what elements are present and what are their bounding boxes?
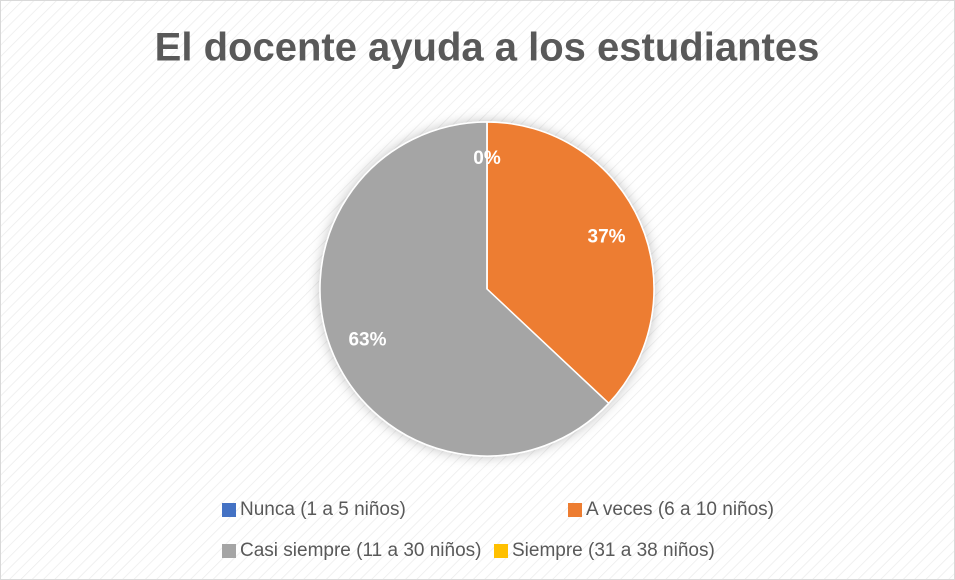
pie-slice bbox=[319, 121, 610, 457]
legend-swatch bbox=[494, 544, 508, 558]
legend-swatch bbox=[568, 503, 582, 517]
legend-swatch bbox=[222, 503, 236, 517]
legend-label: Casi siempre (11 a 30 niños) bbox=[240, 540, 481, 561]
legend-swatch bbox=[222, 544, 236, 558]
legend-label: Siempre (31 a 38 niños) bbox=[512, 540, 715, 561]
pie-slice bbox=[486, 121, 655, 405]
data-label: 37% bbox=[588, 226, 626, 247]
data-label: 63% bbox=[348, 330, 386, 351]
legend-label: A veces (6 a 10 niños) bbox=[586, 499, 774, 520]
data-label: 0% bbox=[473, 148, 501, 169]
pie bbox=[319, 121, 655, 457]
chart-title: El docente ayuda a los estudiantes bbox=[155, 26, 820, 70]
legend-label: Nunca (1 a 5 niños) bbox=[240, 499, 406, 520]
